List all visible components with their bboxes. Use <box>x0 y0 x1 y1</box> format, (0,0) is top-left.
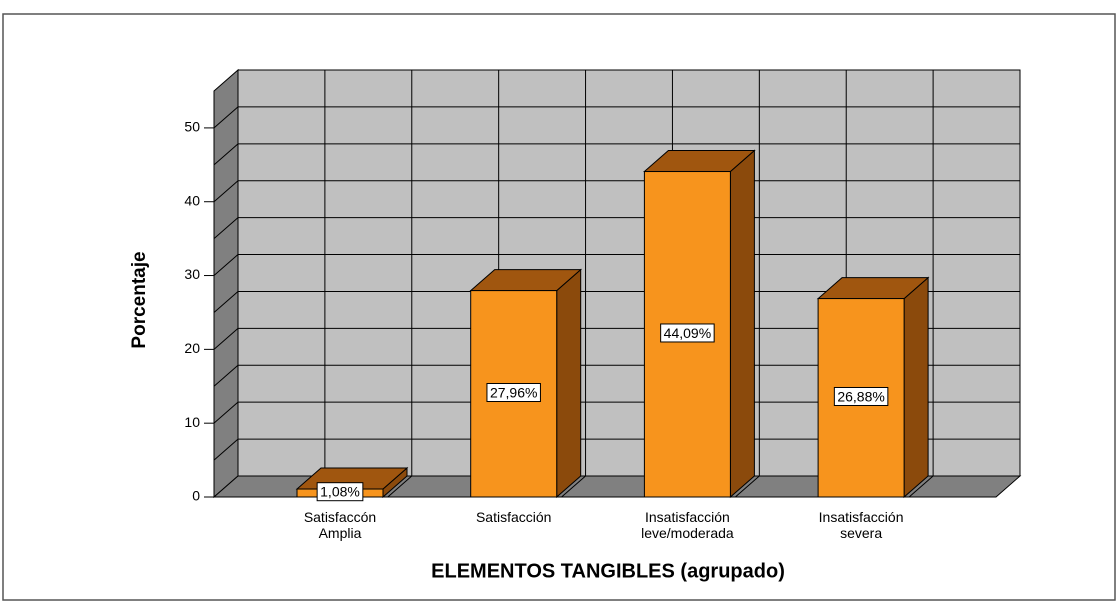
x-tick-label: Satisfacción <box>476 509 551 525</box>
y-tick-label: 40 <box>184 192 200 208</box>
floor-line <box>561 475 586 498</box>
minor-grid-line <box>213 364 1020 387</box>
grid-line <box>213 401 1020 424</box>
minor-grid-line <box>213 290 1020 313</box>
minor-grid-line <box>213 217 1020 240</box>
bar-side <box>903 276 929 499</box>
y-tick-label: 10 <box>184 414 200 430</box>
y-tick-label: 50 <box>184 119 200 135</box>
value-label: 44,09% <box>664 325 711 341</box>
grid-line <box>213 180 1020 203</box>
grid-line <box>213 327 1020 350</box>
value-label-box <box>833 386 889 406</box>
bar-side <box>556 268 582 499</box>
grid-line <box>213 254 1020 276</box>
x-tick-label: Insatisfacción leve/moderada <box>641 509 734 541</box>
side-wall <box>213 68 239 499</box>
value-label: 26,88% <box>837 388 884 404</box>
x-tick-label: Insatisfacción severa <box>819 509 904 541</box>
value-label-box <box>316 482 364 502</box>
value-label-box <box>486 383 541 403</box>
bar-side <box>729 149 755 499</box>
value-label-box <box>660 323 715 343</box>
value-label: 27,96% <box>490 385 537 401</box>
x-tick-label: Satisfaccón Amplia <box>304 509 376 541</box>
grid-line <box>213 106 1020 129</box>
y-tick-label: 30 <box>184 266 200 282</box>
minor-grid-line <box>213 143 1020 166</box>
value-label: 1,08% <box>320 484 360 500</box>
floor-line <box>908 475 934 498</box>
minor-grid-line <box>213 438 1020 461</box>
bar <box>469 268 583 499</box>
y-axis-title: Porcentaje <box>129 251 150 348</box>
y-tick-label: 20 <box>184 340 200 356</box>
x-axis-title: ELEMENTOS TANGIBLES (agrupado) <box>431 560 785 582</box>
y-tick-label: 0 <box>192 488 200 504</box>
floor-line <box>387 475 413 498</box>
floor-line <box>735 475 760 498</box>
